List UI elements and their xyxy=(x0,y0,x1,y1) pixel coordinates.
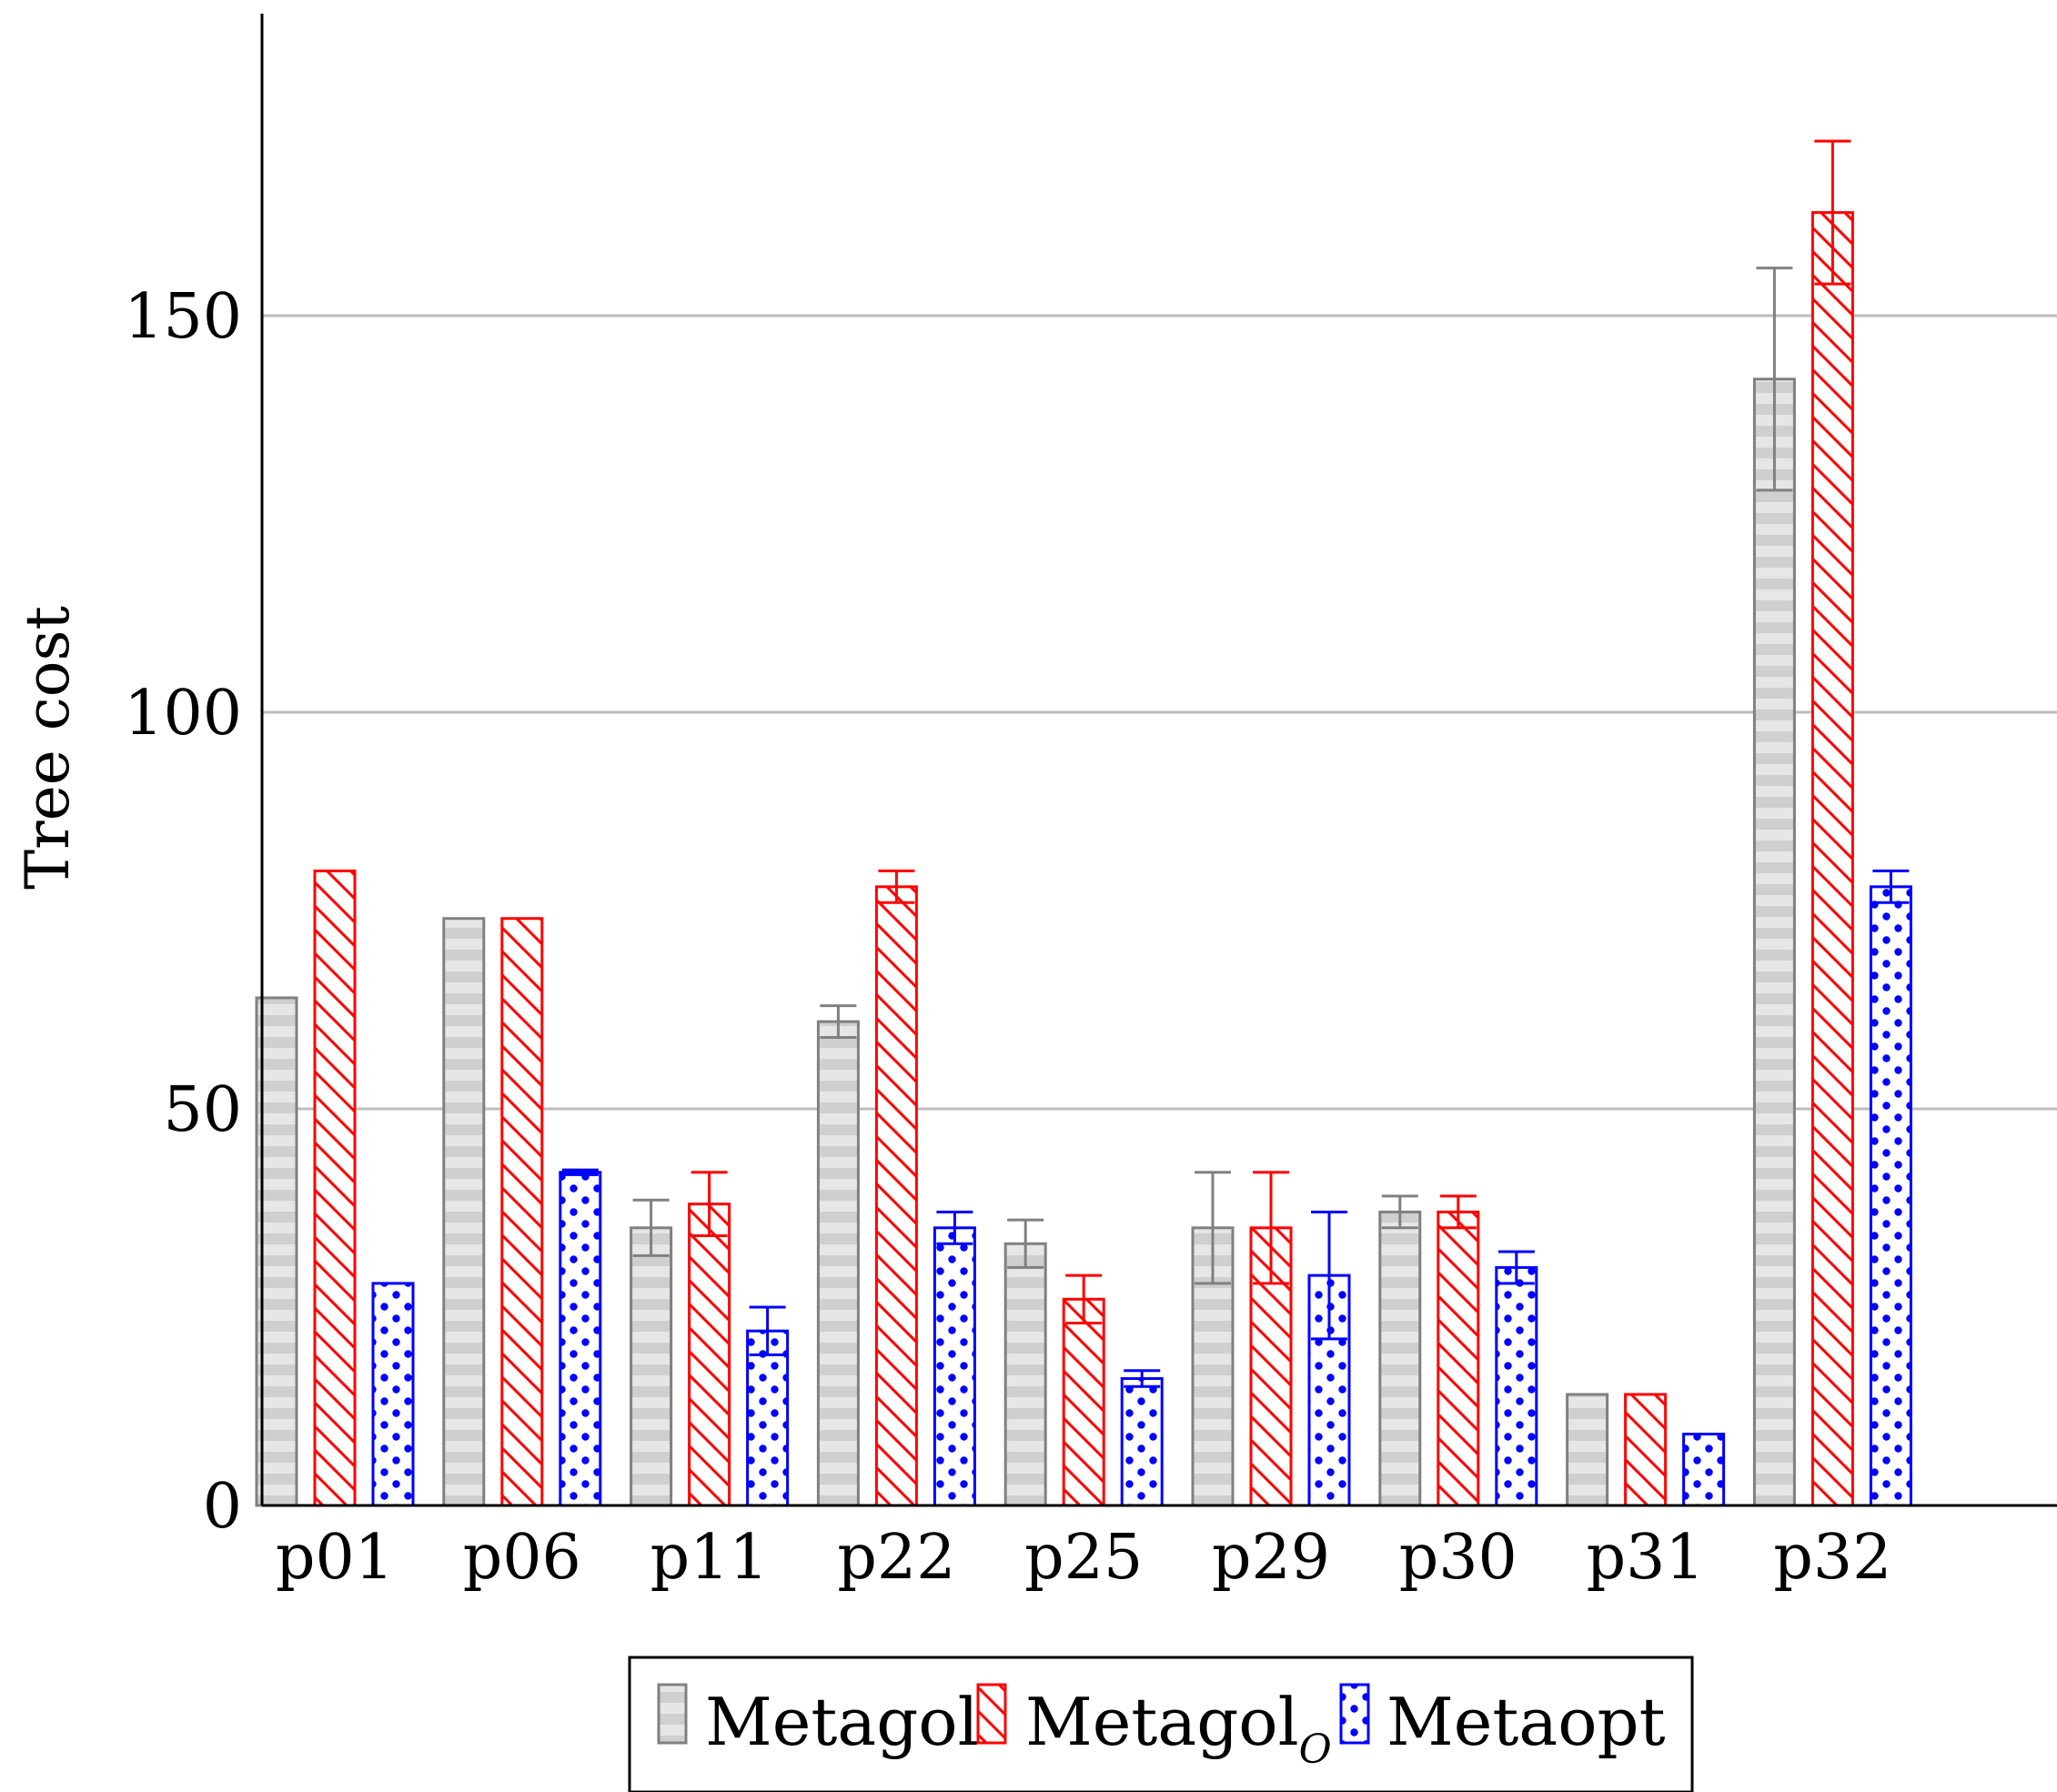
bar-p32-series-0 xyxy=(1752,378,1796,1507)
x-tick-label-p06: p06 xyxy=(463,1522,581,1594)
error-bar-p30-series-0 xyxy=(1381,1194,1418,1230)
error-bar-p30-series-2 xyxy=(1497,1250,1535,1285)
y-tick-label-100: 100 xyxy=(124,678,242,750)
error-bar-p25-series-2 xyxy=(1124,1369,1161,1388)
legend-swatch-metagol-o xyxy=(976,1683,1007,1745)
bar-p32-series-2 xyxy=(1869,885,1912,1507)
legend-label-metagol-o-text: Metagol xyxy=(1025,1684,1299,1760)
bar-p32-series-1 xyxy=(1810,211,1854,1507)
error-bar-p30-series-1 xyxy=(1439,1194,1477,1230)
x-axis-ticks: p01 p06 p11 p22 p25 p29 p30 p31 p32 xyxy=(276,1522,1891,1594)
x-tick-label-p01: p01 xyxy=(276,1522,394,1594)
bar-p25-series-0 xyxy=(1003,1242,1047,1507)
error-bar-p29-series-2 xyxy=(1311,1210,1347,1341)
x-tick-label-p30: p30 xyxy=(1399,1522,1518,1594)
y-axis-ticks: 0 50 100 150 xyxy=(124,281,242,1543)
bar-p30-series-1 xyxy=(1437,1210,1480,1507)
error-bar-p32-series-1 xyxy=(1814,139,1851,286)
error-bar-p11-series-2 xyxy=(749,1305,786,1356)
legend-label-metagol-o: MetagolO xyxy=(1025,1684,1332,1773)
bar-p01-series-2 xyxy=(371,1282,415,1507)
y-tick-label-50: 50 xyxy=(163,1074,242,1146)
error-bar-p25-series-0 xyxy=(1007,1218,1044,1269)
bar-p06-series-0 xyxy=(442,917,486,1507)
x-tick-label-p22: p22 xyxy=(837,1522,955,1594)
bar-p30-series-2 xyxy=(1495,1265,1538,1507)
error-bar-p32-series-0 xyxy=(1756,267,1793,492)
y-tick-label-0: 0 xyxy=(203,1471,242,1543)
error-bar-p06-series-2 xyxy=(561,1168,599,1176)
bar-p25-series-1 xyxy=(1062,1297,1105,1507)
bar-p01-series-1 xyxy=(313,869,357,1507)
legend-label-metagol: Metagol xyxy=(705,1684,979,1760)
legend-label-metaopt: Metaopt xyxy=(1386,1684,1666,1760)
error-bars xyxy=(561,139,1910,1388)
y-axis-title: Tree cost xyxy=(13,606,83,890)
x-tick-label-p11: p11 xyxy=(650,1522,769,1594)
bar-p30-series-0 xyxy=(1378,1210,1422,1507)
x-tick-label-p25: p25 xyxy=(1024,1522,1143,1594)
error-bar-p22-series-0 xyxy=(820,1004,857,1040)
bar-p11-series-0 xyxy=(630,1226,673,1507)
error-bar-p29-series-1 xyxy=(1253,1171,1289,1285)
x-tick-label-p32: p32 xyxy=(1773,1522,1891,1594)
y-tick-label-150: 150 xyxy=(124,281,242,353)
error-bar-p11-series-0 xyxy=(632,1198,670,1257)
bar-p11-series-2 xyxy=(746,1329,790,1507)
legend-swatch-metagol xyxy=(657,1683,688,1745)
error-bar-p25-series-1 xyxy=(1065,1274,1103,1324)
bar-p31-series-1 xyxy=(1624,1393,1668,1507)
bar-p22-series-1 xyxy=(874,885,918,1507)
error-bar-p22-series-1 xyxy=(878,869,915,904)
error-bar-p29-series-0 xyxy=(1195,1171,1231,1285)
error-bar-p11-series-1 xyxy=(691,1171,728,1238)
legend: Metagol MetagolO Metaopt xyxy=(628,1656,1694,1792)
legend-box xyxy=(628,1656,1694,1792)
x-tick-label-p31: p31 xyxy=(1587,1522,1705,1594)
bar-p22-series-0 xyxy=(816,1020,860,1507)
bar-p31-series-0 xyxy=(1566,1393,1609,1507)
bar-p31-series-2 xyxy=(1682,1433,1726,1507)
bar-p25-series-2 xyxy=(1120,1376,1164,1507)
bar-p11-series-1 xyxy=(688,1203,731,1507)
bar-p06-series-1 xyxy=(500,917,544,1507)
error-bar-p22-series-2 xyxy=(936,1210,973,1245)
bar-p22-series-2 xyxy=(933,1226,976,1507)
x-tick-label-p29: p29 xyxy=(1212,1522,1330,1594)
error-bar-p32-series-2 xyxy=(1872,869,1910,904)
bar-p06-series-2 xyxy=(559,1171,602,1507)
legend-swatch-metaopt xyxy=(1339,1683,1370,1745)
legend-label-metagol-o-subscript: O xyxy=(1299,1727,1332,1773)
